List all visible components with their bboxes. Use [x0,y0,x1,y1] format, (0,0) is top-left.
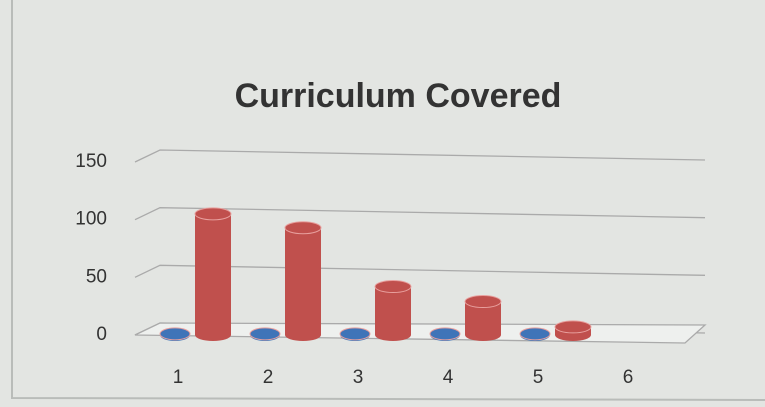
x-tick-label: 1 [173,367,184,388]
bar-top [339,327,371,341]
bar [375,286,411,335]
bar-top [374,280,412,294]
grid-line [134,264,706,278]
bar-top [464,295,502,309]
chart-title: Curriculum Covered [235,77,562,115]
y-tick-label: 0 [96,324,107,345]
bar-top [194,207,232,221]
frame [11,0,765,401]
x-tick-label: 2 [263,367,274,388]
bar-top [284,221,322,235]
bar-top [159,327,191,341]
bar-top [554,320,592,334]
bar-top [429,327,461,341]
bar [195,213,231,335]
y-tick-label: 150 [75,151,107,172]
bar-top [249,327,281,341]
x-tick-label: 5 [533,367,544,388]
x-tick-label: 4 [443,367,454,388]
y-tick-label: 50 [86,266,107,287]
y-tick-label: 100 [75,209,107,230]
grid-line [134,207,706,221]
bar [285,227,321,335]
x-tick-label: 6 [623,367,634,388]
bar-top [519,327,551,341]
grid-line [134,149,706,163]
x-tick-label: 3 [353,367,364,388]
